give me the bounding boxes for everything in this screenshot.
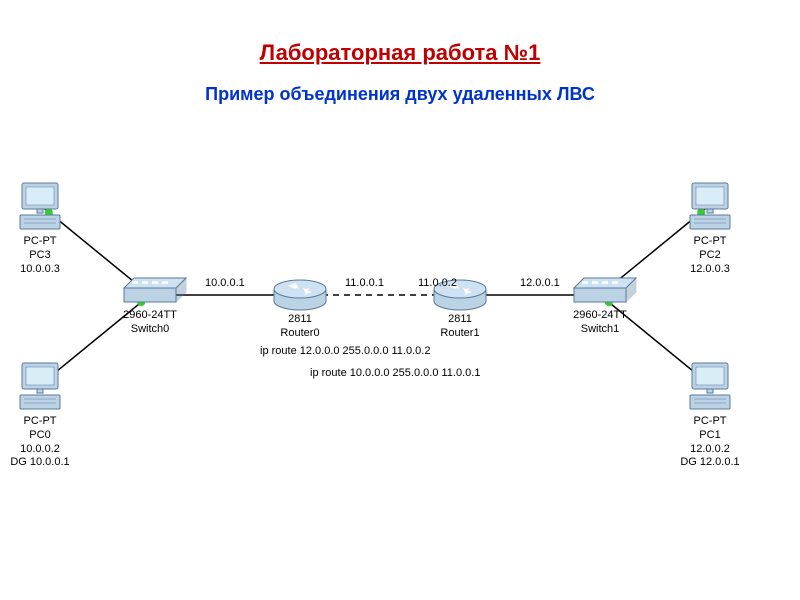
link-label: 12.0.0.1 <box>520 277 560 289</box>
pc3-icon <box>20 183 60 229</box>
pc0-icon <box>20 363 60 409</box>
router0-icon <box>274 280 326 310</box>
pc1-label: PC-PT PC1 12.0.0.2 DG 12.0.0.1 <box>670 415 750 470</box>
page-title: Лабораторная работа №1 <box>0 40 800 66</box>
pc0-label: PC-PT PC0 10.0.0.2 DG 10.0.0.1 <box>0 415 80 470</box>
pc2-label: PC-PT PC2 12.0.0.3 <box>670 235 750 276</box>
switch0-icon <box>124 278 186 302</box>
network-diagram: PC-PT PC3 10.0.0.3 PC-PT PC0 10.0.0.2 DG … <box>0 105 800 585</box>
link-label: 11.0.0.2 <box>418 277 457 289</box>
pc1-icon <box>690 363 730 409</box>
route-text: ip route 12.0.0.0 255.0.0.0 11.0.0.2 <box>260 345 430 357</box>
pc2-icon <box>690 183 730 229</box>
pc3-label: PC-PT PC3 10.0.0.3 <box>0 235 80 276</box>
link-label: 10.0.0.1 <box>205 277 245 289</box>
route-text: ip route 10.0.0.0 255.0.0.0 11.0.0.1 <box>310 367 480 379</box>
switch1-label: 2960-24TT Switch1 <box>560 309 640 337</box>
link-label: 11.0.0.1 <box>345 277 384 289</box>
switch0-label: 2960-24TT Switch0 <box>110 309 190 337</box>
switch1-icon <box>574 278 636 302</box>
router1-label: 2811 Router1 <box>420 313 500 341</box>
page-subtitle: Пример объединения двух удаленных ЛВС <box>0 84 800 105</box>
router0-label: 2811 Router0 <box>260 313 340 341</box>
